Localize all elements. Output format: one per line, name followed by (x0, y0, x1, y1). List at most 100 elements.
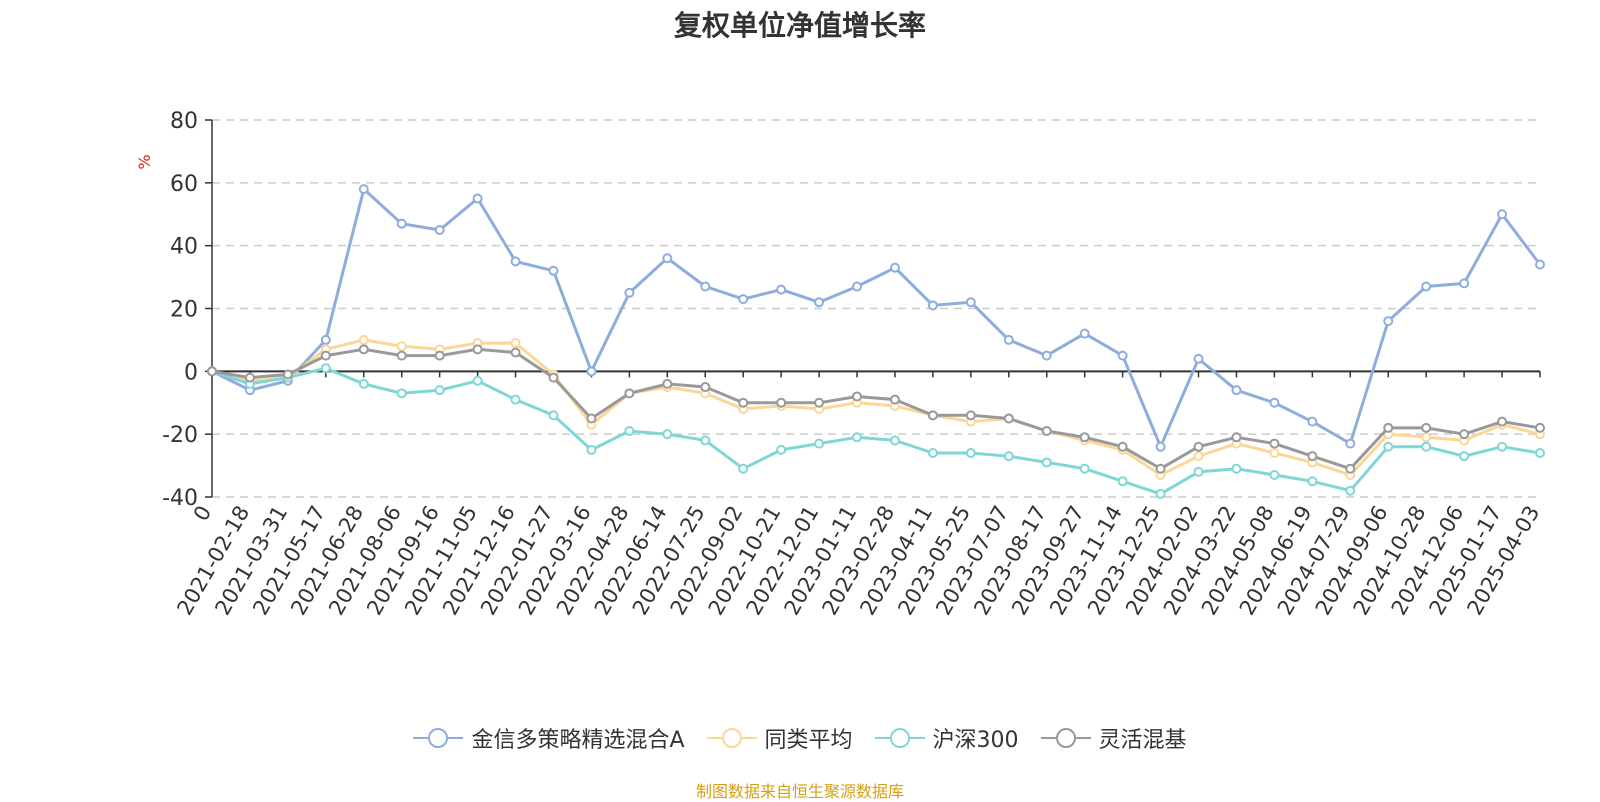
legend-marker-icon (874, 728, 925, 748)
data-point (1421, 422, 1432, 433)
y-tick-label: -20 (162, 423, 198, 448)
y-tick-label: 60 (170, 172, 198, 197)
data-point (927, 448, 938, 459)
data-point (1269, 470, 1280, 481)
data-point (927, 300, 938, 311)
data-point (1459, 278, 1470, 289)
data-point (1155, 441, 1166, 452)
data-point (1193, 353, 1204, 364)
data-point (814, 397, 825, 408)
data-point (1003, 413, 1014, 424)
legend-item[interactable]: 同类平均 (706, 722, 853, 754)
data-point (662, 253, 673, 264)
data-point (776, 397, 787, 408)
x-tick-label: 0 (189, 502, 216, 526)
data-point (1117, 350, 1128, 361)
legend-item[interactable]: 沪深300 (874, 722, 1019, 754)
data-point (510, 338, 521, 349)
data-point (738, 397, 749, 408)
data-point (586, 413, 597, 424)
legend-label: 沪深300 (932, 728, 1019, 753)
data-point (776, 284, 787, 295)
data-point (814, 438, 825, 449)
data-point (1269, 438, 1280, 449)
data-point (852, 432, 863, 443)
data-point (1421, 441, 1432, 452)
data-point (1155, 488, 1166, 499)
legend-label: 灵活混基 (1098, 728, 1187, 753)
legend-marker-icon (1040, 728, 1091, 748)
data-point (965, 448, 976, 459)
data-point (1345, 485, 1356, 496)
data-point (358, 378, 369, 389)
data-point (1269, 448, 1280, 459)
data-point (624, 287, 635, 298)
data-point (434, 385, 445, 396)
data-point (472, 344, 483, 355)
data-point (586, 444, 597, 455)
data-point (1383, 422, 1394, 433)
data-point (852, 281, 863, 292)
legend-marker-icon (413, 728, 464, 748)
data-point (1307, 451, 1318, 462)
data-point (1307, 416, 1318, 427)
data-point (700, 435, 711, 446)
data-point (776, 444, 787, 455)
data-point (1345, 463, 1356, 474)
data-point (1117, 441, 1128, 452)
data-point (548, 410, 559, 421)
y-tick-label: 20 (170, 298, 198, 323)
data-point (1269, 397, 1280, 408)
data-point (1193, 441, 1204, 452)
series-group (207, 184, 1545, 499)
data-point (1231, 385, 1242, 396)
data-point (889, 435, 900, 446)
chart-title: 复权单位净值增长率 (673, 9, 926, 42)
data-point (965, 297, 976, 308)
data-point (1155, 463, 1166, 474)
data-point (396, 388, 407, 399)
data-point (548, 372, 559, 383)
legend-item[interactable]: 灵活混基 (1040, 722, 1187, 754)
source-footer: 制图数据来自恒生聚源数据库 (695, 782, 904, 801)
series-line-0 (211, 187, 1542, 449)
data-point (1535, 422, 1545, 433)
y-tick-label: 80 (170, 109, 198, 134)
data-point (1079, 328, 1090, 339)
data-point (1041, 426, 1052, 437)
data-point (1535, 259, 1545, 270)
data-point (396, 218, 407, 229)
data-point (282, 369, 293, 380)
data-point (434, 224, 445, 235)
data-point (1497, 441, 1508, 452)
data-point (586, 366, 597, 377)
data-point (1041, 457, 1052, 468)
legend-label: 同类平均 (764, 728, 853, 753)
series-line-3 (211, 347, 1541, 471)
y-tick-label: 0 (184, 360, 198, 385)
data-point (320, 350, 331, 361)
data-point (1421, 281, 1432, 292)
data-point (358, 344, 369, 355)
data-point (852, 391, 863, 402)
series-line-2 (211, 366, 1541, 496)
data-point (1117, 476, 1128, 487)
data-point (1345, 438, 1356, 449)
data-point (320, 334, 331, 345)
data-point (965, 410, 976, 421)
legend-item[interactable]: 金信多策略精选混合A (413, 722, 685, 754)
data-point (396, 350, 407, 361)
y-axis: -40 -20 0 20 40 60 80% (135, 109, 213, 511)
data-point (1079, 463, 1090, 474)
data-point (1497, 209, 1508, 220)
y-axis-unit: % (135, 154, 154, 169)
data-point (1459, 429, 1470, 440)
x-axis: 02021-02-182021-03-312021-05-172021-06-2… (172, 370, 1544, 619)
data-point (700, 281, 711, 292)
data-point (814, 297, 825, 308)
legend-label: 金信多策略精选混合A (471, 728, 685, 753)
y-tick-label: -40 (162, 486, 198, 511)
data-point (927, 410, 938, 421)
data-point (510, 256, 521, 267)
data-point (1421, 432, 1432, 443)
